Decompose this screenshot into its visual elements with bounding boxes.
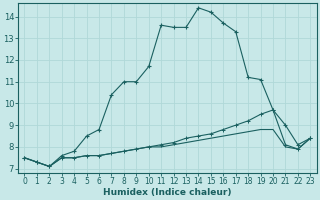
X-axis label: Humidex (Indice chaleur): Humidex (Indice chaleur)	[103, 188, 232, 197]
